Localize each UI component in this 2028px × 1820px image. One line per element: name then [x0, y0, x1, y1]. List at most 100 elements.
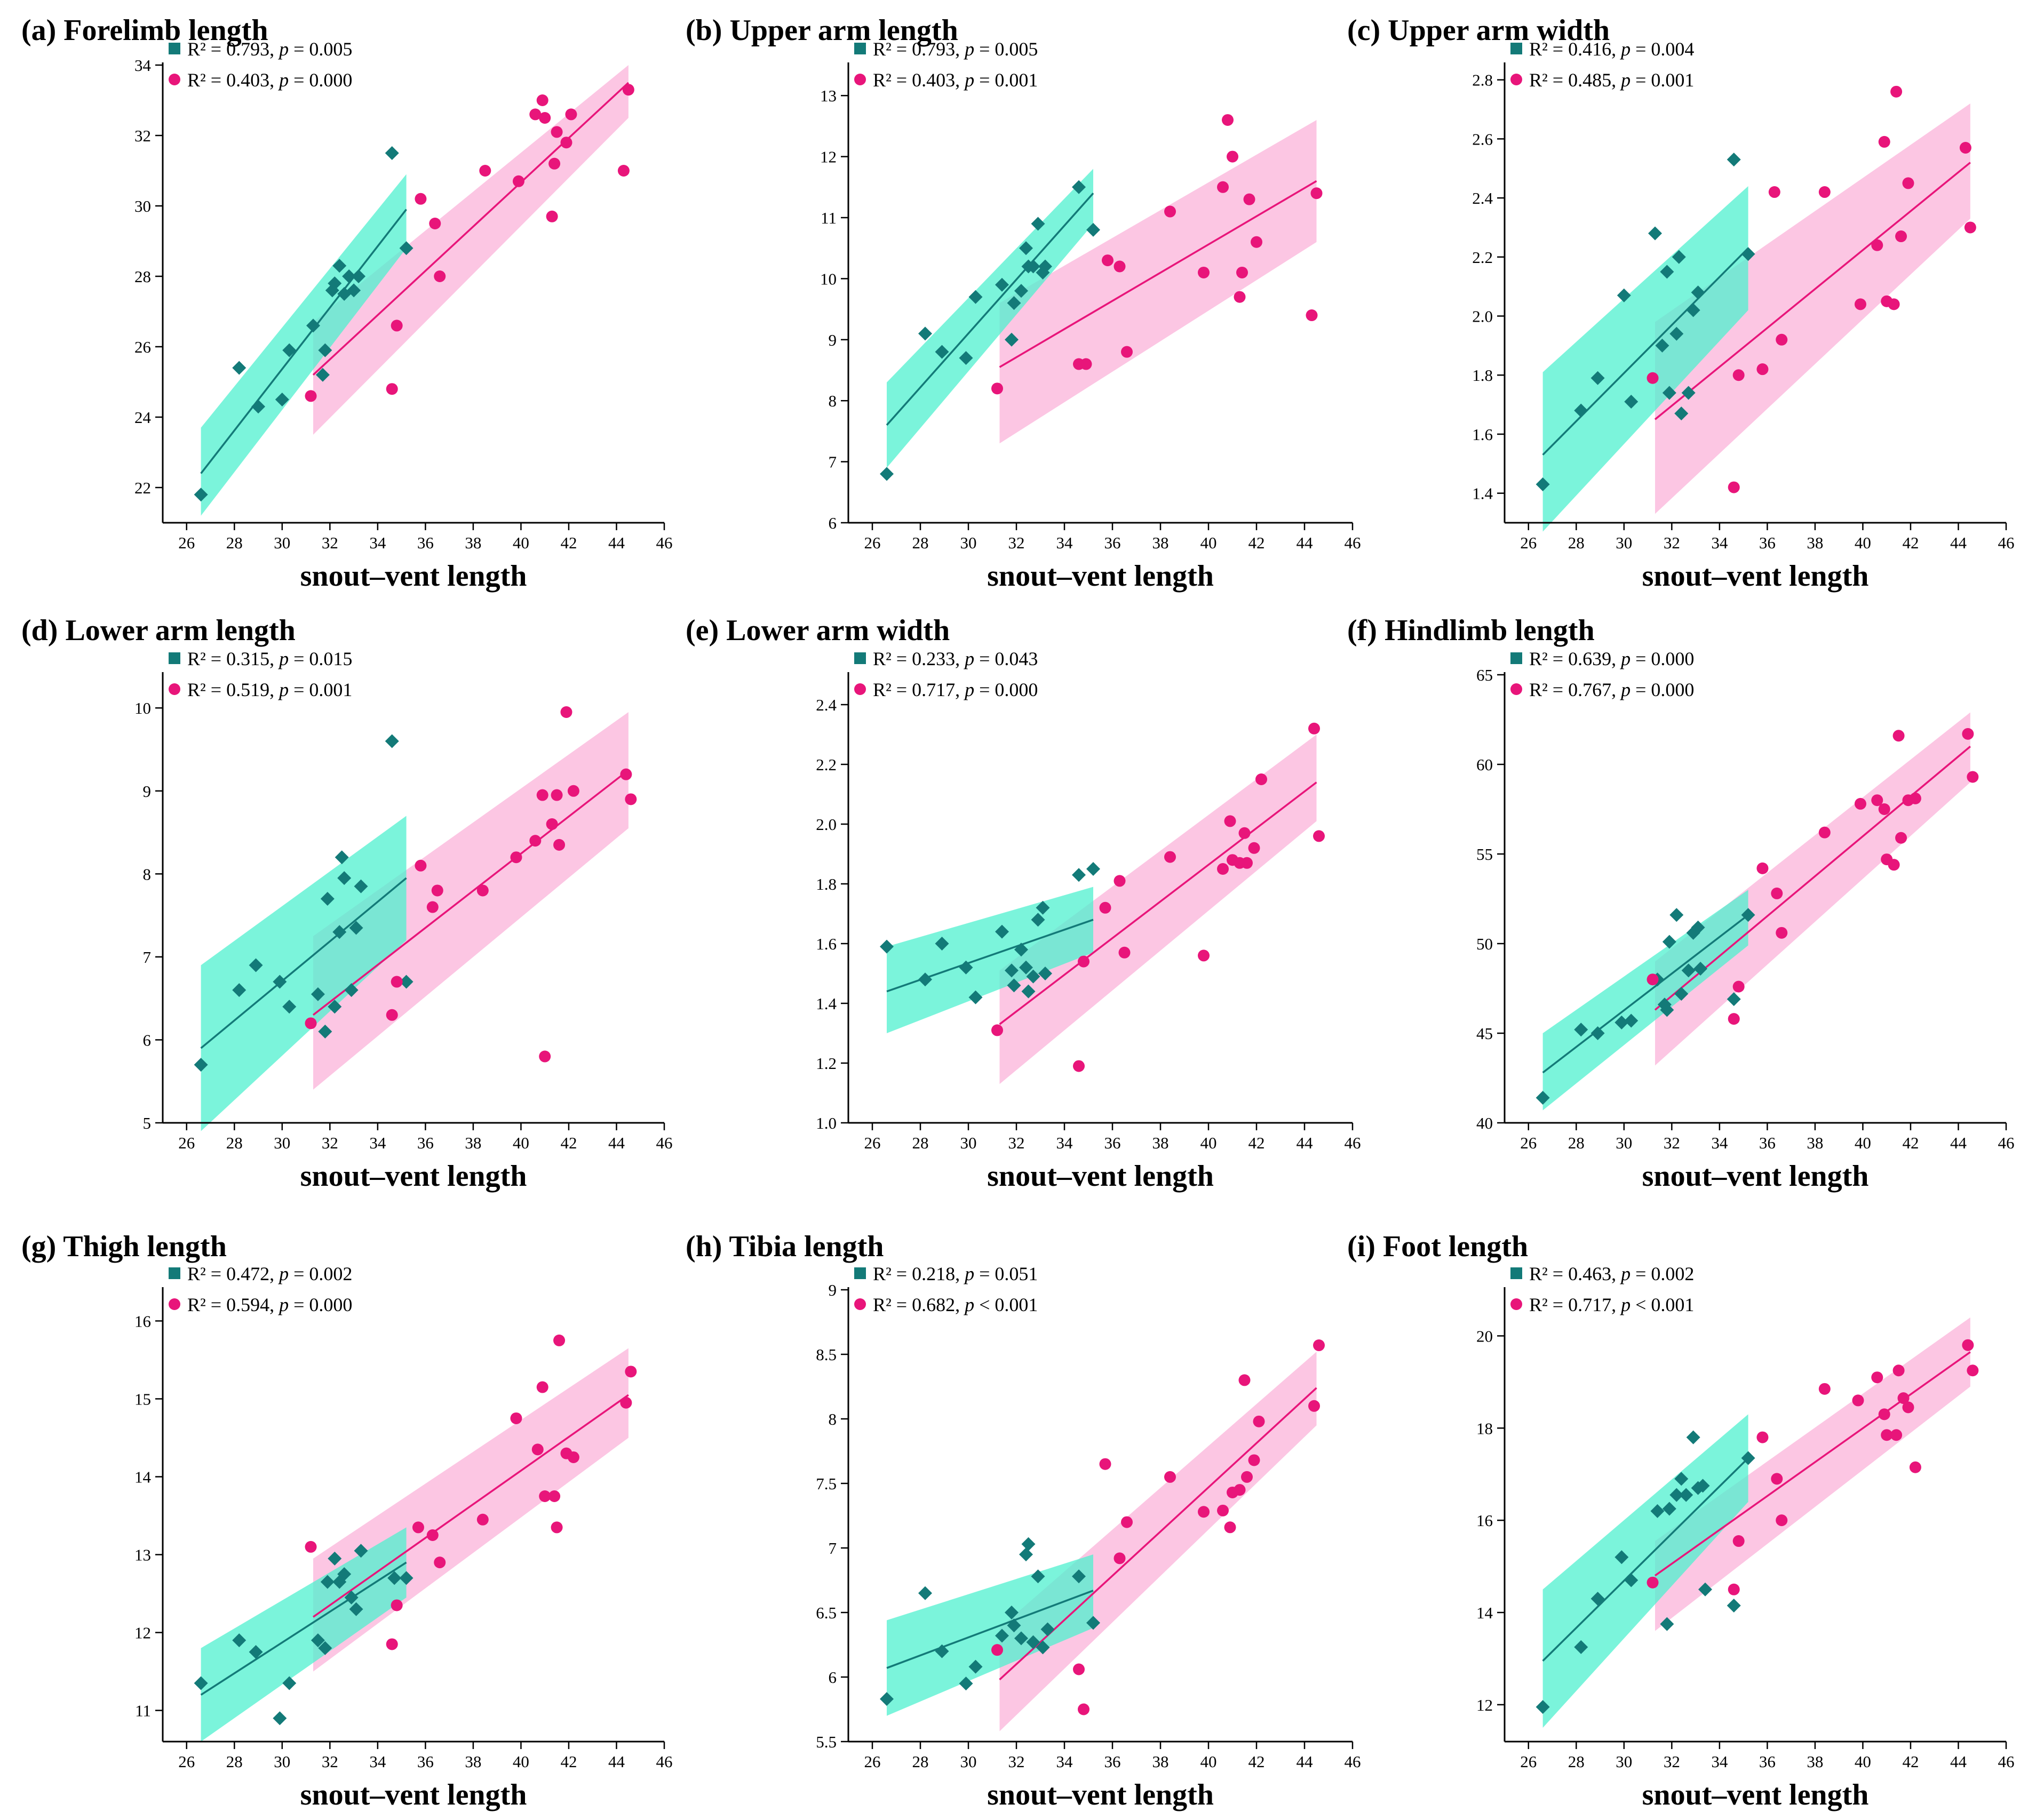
- female-point: [1647, 973, 1659, 986]
- male-point: [282, 1000, 297, 1014]
- y-tick-label: 28: [134, 267, 151, 286]
- male-point: [1727, 153, 1741, 167]
- x-tick-label: 30: [1616, 1752, 1632, 1771]
- y-tick-label: 50: [1476, 935, 1493, 953]
- y-tick-label: 14: [1476, 1603, 1493, 1622]
- x-tick-label: 28: [226, 1752, 243, 1771]
- male-point: [995, 924, 1009, 939]
- x-tick-label: 34: [1056, 533, 1073, 552]
- y-tick-label: 7: [829, 1539, 837, 1558]
- female-point: [1776, 927, 1788, 939]
- x-axis-label: snout–vent length: [987, 1160, 1214, 1193]
- x-tick-label: 30: [274, 1752, 290, 1771]
- male-point: [880, 939, 894, 954]
- male-point: [232, 983, 246, 997]
- female-point: [1959, 141, 1971, 154]
- y-tick-label: 11: [821, 209, 837, 227]
- y-tick-label: 1.6: [816, 935, 837, 953]
- female-point: [1234, 291, 1246, 303]
- female-point: [551, 126, 563, 138]
- male-point: [1650, 1504, 1665, 1518]
- x-tick-label: 34: [369, 1133, 386, 1152]
- female-confidence-band: [1655, 712, 1970, 1066]
- male-point: [1031, 913, 1045, 927]
- y-tick-label: 16: [1476, 1511, 1493, 1530]
- x-tick-label: 26: [1520, 1752, 1537, 1771]
- female-point: [1854, 298, 1866, 310]
- male-point: [399, 241, 413, 256]
- y-tick-label: 2.8: [1472, 71, 1493, 90]
- male-point: [1026, 969, 1040, 984]
- x-tick-label: 28: [1568, 1752, 1585, 1771]
- male-point: [249, 1645, 263, 1659]
- female-point: [1241, 857, 1253, 869]
- male-point: [1648, 226, 1662, 241]
- x-tick-label: 30: [960, 1133, 977, 1152]
- female-point: [553, 1334, 566, 1346]
- male-point: [1691, 920, 1705, 935]
- female-point: [1732, 980, 1745, 993]
- x-axis-label: snout–vent length: [1642, 1160, 1869, 1193]
- legend-male-marker: [1510, 1267, 1522, 1279]
- female-point: [415, 193, 427, 205]
- x-tick-label: 46: [1345, 533, 1361, 552]
- x-tick-label: 28: [226, 1133, 243, 1152]
- y-tick-label: 30: [134, 197, 151, 215]
- male-point: [1624, 1013, 1639, 1028]
- female-point: [1121, 1516, 1133, 1528]
- legend-female-label: R² = 0.717, p < 0.001: [1529, 1294, 1694, 1315]
- female-point: [1114, 875, 1126, 887]
- male-point: [1038, 967, 1052, 980]
- x-tick-label: 44: [1297, 1752, 1314, 1771]
- female-point: [1647, 372, 1659, 384]
- panel-title: (h) Tibia length: [686, 1230, 884, 1263]
- male-point: [1674, 987, 1689, 1001]
- male-point: [349, 1602, 363, 1616]
- male-point: [1086, 222, 1100, 237]
- male-point: [354, 879, 368, 893]
- male-point: [959, 351, 973, 365]
- female-point: [1078, 1703, 1089, 1715]
- x-tick-label: 30: [1616, 533, 1632, 552]
- male-point: [995, 277, 1009, 292]
- y-tick-label: 12: [1476, 1696, 1493, 1714]
- x-tick-label: 32: [1008, 1752, 1025, 1771]
- female-point: [434, 1556, 446, 1569]
- y-tick-label: 10: [134, 699, 151, 717]
- female-point: [1164, 205, 1176, 218]
- panel-title: (a) Forelimb length: [21, 14, 268, 47]
- x-axis-label: snout–vent length: [987, 560, 1214, 593]
- panel-title: (f) Hindlimb length: [1347, 614, 1595, 647]
- male-regression-line: [200, 209, 407, 474]
- female-point: [539, 1490, 551, 1502]
- female-point: [1313, 830, 1325, 842]
- x-tick-label: 34: [369, 533, 386, 552]
- x-tick-label: 36: [417, 1752, 434, 1771]
- panel-e: (e) Lower arm width 26 28 30 32 34 36 38 40 42 44 4…: [686, 614, 1361, 1193]
- male-point: [959, 1677, 973, 1691]
- male-point: [1019, 960, 1033, 975]
- female-point: [1198, 266, 1210, 278]
- female-point: [1217, 181, 1229, 193]
- legend-female-label: R² = 0.717, p = 0.000: [873, 679, 1038, 700]
- female-confidence-band: [1655, 1317, 1970, 1631]
- male-point: [385, 146, 399, 160]
- female-point: [1164, 1471, 1176, 1483]
- female-regression-line: [1654, 1351, 1971, 1577]
- male-point: [1014, 943, 1028, 957]
- legend-female-label: R² = 0.767, p = 0.000: [1529, 679, 1694, 700]
- male-point: [1019, 1547, 1033, 1562]
- male-point: [332, 925, 347, 939]
- male-regression-line: [1542, 247, 1749, 456]
- female-point: [1871, 794, 1883, 807]
- legend-female-label: R² = 0.682, p < 0.001: [873, 1294, 1038, 1315]
- male-point: [249, 958, 263, 972]
- x-tick-label: 28: [226, 533, 243, 552]
- male-point: [1036, 900, 1050, 915]
- female-point: [305, 1017, 317, 1029]
- female-point: [1241, 1471, 1253, 1483]
- male-point: [1741, 1451, 1755, 1465]
- legend-female-label: R² = 0.403, p = 0.000: [187, 69, 352, 91]
- female-regression-line: [312, 82, 630, 376]
- male-point: [1007, 296, 1021, 310]
